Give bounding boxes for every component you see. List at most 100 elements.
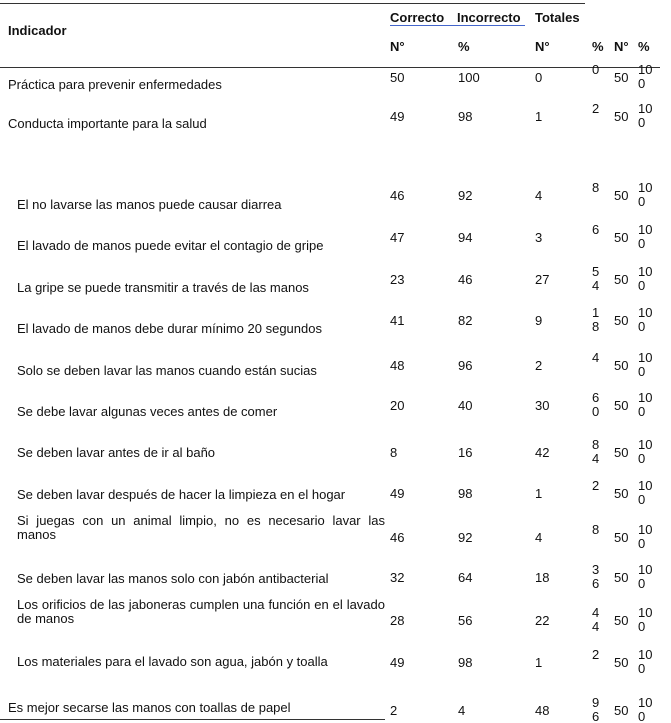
cell-value: 47 bbox=[390, 230, 405, 245]
cell-value: 82 bbox=[458, 313, 473, 328]
group-header: Incorrecto bbox=[457, 10, 521, 25]
cell-value: 0 bbox=[592, 62, 600, 77]
cell-value: 27 bbox=[535, 272, 550, 287]
cell-value: 100 bbox=[638, 562, 653, 591]
cell-value: 2 bbox=[592, 101, 600, 116]
cell-value: 3 bbox=[535, 230, 543, 245]
cell-value: 60 bbox=[592, 390, 600, 419]
cell-value: 50 bbox=[614, 109, 629, 124]
cell-value: 84 bbox=[592, 437, 600, 466]
cell-value: 100 bbox=[638, 605, 653, 634]
cell-value: 100 bbox=[638, 305, 653, 334]
group-underline bbox=[390, 25, 525, 26]
cell-value: 54 bbox=[592, 264, 600, 293]
cell-value: 46 bbox=[390, 530, 405, 545]
cell-value: 100 bbox=[638, 437, 653, 466]
row-label: Es mejor secarse las manos con toallas d… bbox=[8, 700, 291, 715]
row-label: Solo se deben lavar las manos cuando est… bbox=[17, 363, 317, 378]
cell-value: 40 bbox=[458, 398, 473, 413]
group-header: Correcto bbox=[390, 10, 445, 25]
cell-value: 46 bbox=[458, 272, 473, 287]
cell-value: 16 bbox=[458, 445, 473, 460]
cell-value: 1 bbox=[535, 655, 543, 670]
cell-value: 50 bbox=[614, 188, 629, 203]
cell-value: 100 bbox=[638, 180, 653, 209]
cell-value: 50 bbox=[614, 570, 629, 585]
cell-value: 48 bbox=[535, 703, 550, 718]
subheader: % bbox=[592, 39, 604, 54]
cell-value: 2 bbox=[592, 647, 600, 662]
bottom-rule bbox=[0, 719, 385, 720]
cell-value: 8 bbox=[390, 445, 398, 460]
cell-value: 36 bbox=[592, 562, 600, 591]
cell-value: 0 bbox=[535, 70, 543, 85]
cell-value: 56 bbox=[458, 613, 473, 628]
cell-value: 92 bbox=[458, 188, 473, 203]
cell-value: 50 bbox=[614, 613, 629, 628]
cell-value: 50 bbox=[614, 398, 629, 413]
row-label: Se debe lavar algunas veces antes de com… bbox=[17, 404, 278, 419]
cell-value: 100 bbox=[638, 390, 653, 419]
cell-value: 23 bbox=[390, 272, 405, 287]
cell-value: 100 bbox=[638, 222, 653, 251]
cell-value: 100 bbox=[638, 522, 653, 551]
cell-value: 20 bbox=[390, 398, 405, 413]
cell-value: 6 bbox=[592, 222, 600, 237]
cell-value: 8 bbox=[592, 180, 600, 195]
cell-value: 98 bbox=[458, 109, 473, 124]
row-label: La gripe se puede transmitir a través de… bbox=[17, 280, 309, 295]
row-label: Se deben lavar después de hacer la limpi… bbox=[17, 487, 346, 502]
row-label: El lavado de manos puede evitar el conta… bbox=[17, 238, 324, 253]
subheader: % bbox=[638, 39, 650, 54]
cell-value: 100 bbox=[638, 695, 653, 723]
cell-value: 22 bbox=[535, 613, 550, 628]
cell-value: 49 bbox=[390, 109, 405, 124]
cell-value: 32 bbox=[390, 570, 405, 585]
cell-value: 64 bbox=[458, 570, 473, 585]
cell-value: 18 bbox=[592, 305, 600, 334]
cell-value: 4 bbox=[458, 703, 466, 718]
cell-value: 50 bbox=[390, 70, 405, 85]
header-rule bbox=[0, 67, 660, 68]
row-label: Se deben lavar antes de ir al baño bbox=[17, 445, 216, 460]
cell-value: 100 bbox=[638, 101, 653, 130]
subheader: N° bbox=[390, 39, 405, 54]
cell-value: 100 bbox=[638, 478, 653, 507]
cell-value: 4 bbox=[592, 350, 600, 365]
cell-value: 50 bbox=[614, 530, 629, 545]
cell-value: 100 bbox=[638, 350, 653, 379]
cell-value: 2 bbox=[535, 358, 543, 373]
cell-value: 18 bbox=[535, 570, 550, 585]
cell-value: 50 bbox=[614, 272, 629, 287]
row-label: Práctica para prevenir enfermedades bbox=[8, 77, 222, 92]
group-header: Totales bbox=[535, 10, 580, 25]
cell-value: 4 bbox=[535, 530, 543, 545]
row-label: Conducta importante para la salud bbox=[8, 116, 207, 131]
cell-value: 1 bbox=[535, 486, 543, 501]
cell-value: 42 bbox=[535, 445, 550, 460]
row-label: El no lavarse las manos puede causar dia… bbox=[17, 197, 282, 212]
cell-value: 50 bbox=[614, 313, 629, 328]
cell-value: 49 bbox=[390, 486, 405, 501]
top-rule bbox=[0, 3, 585, 4]
cell-value: 50 bbox=[614, 486, 629, 501]
cell-value: 28 bbox=[390, 613, 405, 628]
cell-value: 96 bbox=[458, 358, 473, 373]
cell-value: 100 bbox=[458, 70, 480, 85]
row-label: Si juegas con un animal limpio, no es ne… bbox=[17, 513, 385, 542]
cell-value: 50 bbox=[614, 703, 629, 718]
row-label: Se deben lavar las manos solo con jabón … bbox=[17, 571, 329, 586]
indicator-header: Indicador bbox=[8, 23, 67, 38]
cell-value: 92 bbox=[458, 530, 473, 545]
cell-value: 100 bbox=[638, 264, 653, 293]
cell-value: 41 bbox=[390, 313, 405, 328]
cell-value: 48 bbox=[390, 358, 405, 373]
row-label: Los orificios de las jaboneras cumplen u… bbox=[17, 597, 385, 626]
cell-value: 100 bbox=[638, 647, 653, 676]
subheader: N° bbox=[535, 39, 550, 54]
cell-value: 50 bbox=[614, 230, 629, 245]
cell-value: 100 bbox=[638, 62, 653, 91]
cell-value: 96 bbox=[592, 695, 600, 723]
subheader: N° bbox=[614, 39, 629, 54]
